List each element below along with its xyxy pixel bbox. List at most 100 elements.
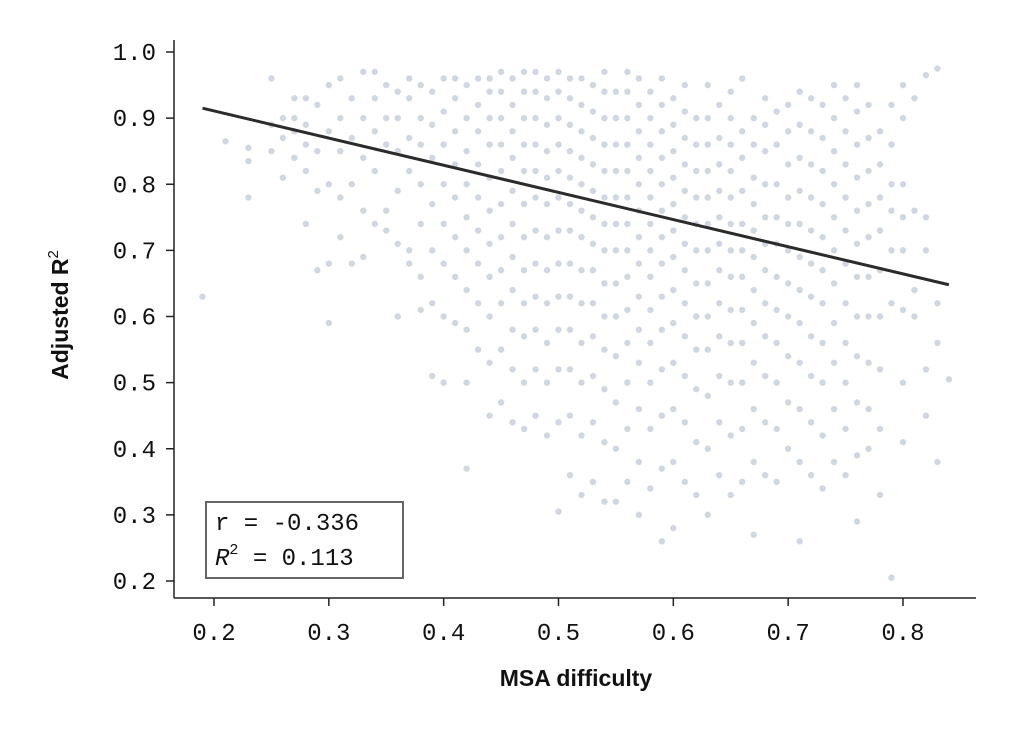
data-point — [624, 220, 631, 228]
data-point — [612, 445, 620, 452]
data-point — [624, 379, 631, 386]
data-point — [314, 101, 321, 109]
data-point — [360, 68, 367, 76]
data-point — [784, 101, 792, 109]
data-point — [624, 425, 631, 433]
data-point — [497, 141, 505, 148]
data-point — [578, 154, 585, 161]
data-point — [922, 71, 930, 79]
data-point — [773, 425, 780, 433]
data-point — [853, 452, 861, 459]
data-point — [739, 306, 746, 314]
data-point — [532, 293, 539, 300]
data-point — [451, 75, 459, 82]
data-point — [899, 247, 907, 254]
data-point — [486, 412, 493, 419]
data-point — [853, 240, 861, 247]
data-point — [497, 114, 505, 122]
data-point — [876, 491, 884, 499]
data-point — [394, 313, 401, 320]
data-point — [497, 68, 505, 76]
data-point — [842, 300, 849, 307]
data-point — [876, 425, 884, 433]
data-point — [509, 253, 516, 261]
data-point — [807, 227, 815, 234]
data-point — [727, 491, 734, 499]
data-point — [830, 214, 838, 221]
data-point — [796, 187, 803, 195]
data-point — [417, 220, 424, 228]
data-point — [566, 174, 574, 181]
data-point — [635, 359, 643, 366]
data-point — [853, 352, 861, 360]
data-point — [589, 478, 597, 486]
data-point — [612, 399, 620, 406]
data-point — [658, 207, 666, 214]
data-point — [681, 267, 689, 274]
data-point — [520, 333, 528, 340]
data-point — [601, 280, 608, 287]
data-point — [830, 458, 838, 466]
data-point — [784, 128, 792, 135]
data-point — [853, 399, 861, 406]
data-point — [543, 147, 551, 155]
data-point — [773, 306, 780, 314]
data-point — [865, 200, 872, 208]
data-point — [474, 161, 482, 168]
data-point — [911, 95, 918, 102]
x-tick-label: 0.2 — [192, 621, 235, 648]
data-point — [876, 313, 884, 320]
data-point — [853, 273, 861, 281]
data-point — [532, 326, 539, 333]
data-point — [383, 114, 390, 122]
data-point — [578, 181, 585, 188]
data-point — [440, 313, 447, 320]
data-point — [601, 68, 608, 76]
data-point — [716, 214, 723, 221]
data-point — [428, 300, 436, 307]
data-point — [371, 95, 378, 102]
data-point — [337, 147, 344, 155]
data-point — [899, 306, 907, 314]
data-point — [693, 386, 700, 393]
data-point — [819, 379, 826, 386]
data-point — [302, 220, 310, 228]
data-point — [830, 114, 838, 122]
data-point — [463, 81, 470, 89]
data-point — [532, 114, 539, 122]
data-point — [463, 247, 470, 254]
data-point — [635, 405, 643, 413]
data-point — [853, 141, 861, 148]
y-tick-label: 0.4 — [113, 438, 156, 465]
data-point — [601, 438, 608, 446]
data-point — [865, 313, 872, 320]
data-point — [486, 141, 493, 148]
data-point — [532, 88, 539, 95]
data-point — [911, 313, 918, 320]
data-point — [348, 95, 355, 102]
data-point — [589, 108, 597, 115]
data-point — [888, 300, 895, 307]
data-point — [761, 419, 769, 426]
data-point — [566, 95, 574, 102]
data-point — [245, 194, 252, 201]
data-point — [727, 432, 734, 439]
data-point — [532, 194, 539, 201]
data-point — [428, 121, 436, 128]
data-point — [635, 326, 643, 333]
data-point — [670, 95, 677, 102]
data-point — [819, 134, 826, 142]
data-point — [830, 247, 838, 254]
data-point — [302, 121, 310, 128]
data-point — [807, 372, 815, 380]
data-point — [566, 472, 574, 479]
data-point — [428, 372, 436, 380]
data-point — [555, 366, 562, 373]
data-point — [704, 220, 711, 228]
data-point — [555, 227, 562, 234]
data-point — [853, 108, 861, 115]
data-point — [532, 260, 539, 267]
data-point — [807, 419, 815, 426]
data-point — [807, 293, 815, 300]
data-point — [853, 313, 861, 320]
